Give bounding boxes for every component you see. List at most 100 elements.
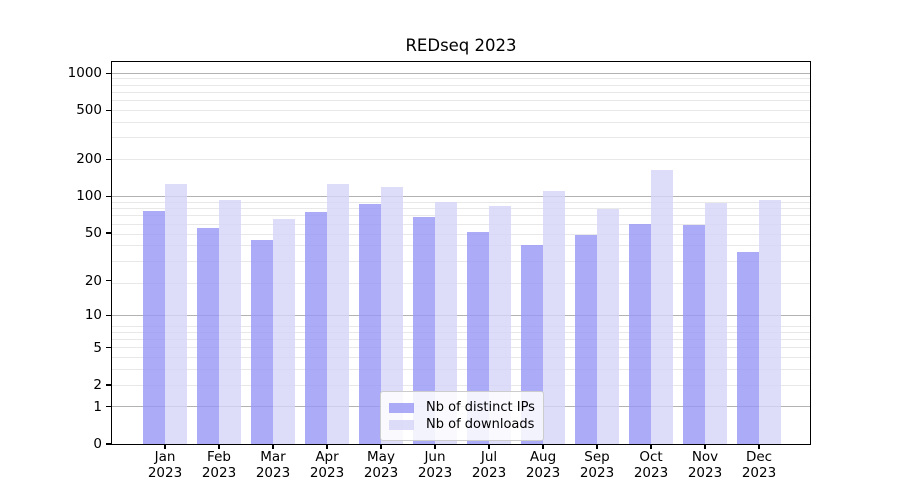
y-tick-label: 1000 <box>67 65 102 82</box>
y-tick-mark <box>106 443 111 445</box>
gridline-minor <box>112 260 810 262</box>
legend-label-downloads: Nb of downloads <box>426 417 535 432</box>
y-tick-label: 10 <box>84 307 102 324</box>
plot-area <box>111 61 811 445</box>
x-tick-label: Feb 2023 <box>201 449 237 481</box>
x-tick-label: Jan 2023 <box>147 449 183 481</box>
legend-swatch-downloads <box>389 419 414 430</box>
y-tick-mark <box>106 314 111 316</box>
legend-label-distinct-ips: Nb of distinct IPs <box>426 400 535 415</box>
y-tick-label: 100 <box>76 188 102 205</box>
legend-item-distinct-ips: Nb of distinct IPs <box>389 400 537 415</box>
bar-distinct-ips-jan <box>143 210 165 444</box>
y-tick-label: 5 <box>93 339 102 356</box>
y-tick-mark <box>106 406 111 408</box>
gridline-minor <box>112 100 810 102</box>
gridline-minor <box>112 137 810 139</box>
x-tick-mark <box>542 444 544 449</box>
gridline-minor <box>112 331 810 333</box>
legend-swatch-distinct-ips <box>389 402 414 413</box>
gridline-minor <box>112 78 810 80</box>
x-tick-mark <box>758 444 760 449</box>
gridline-minor <box>112 245 810 247</box>
x-tick-mark <box>488 444 490 449</box>
y-tick-mark <box>106 158 111 160</box>
gridline-minor <box>112 325 810 327</box>
y-tick-label: 1 <box>93 398 102 415</box>
x-tick-label: Sep 2023 <box>579 449 615 481</box>
bar-distinct-ips-mar <box>251 239 273 444</box>
gridline-minor <box>112 369 810 371</box>
y-tick-mark <box>106 279 111 282</box>
legend: Nb of distinct IPs Nb of downloads <box>380 391 544 441</box>
bar-downloads-sep <box>597 209 619 444</box>
y-tick-label: 20 <box>84 272 102 289</box>
bar-downloads-oct <box>651 170 673 444</box>
x-tick-label: Mar 2023 <box>255 449 291 481</box>
x-tick-mark <box>434 444 436 449</box>
gridline-major <box>112 72 810 74</box>
y-tick-label: 500 <box>76 102 102 119</box>
bar-distinct-ips-nov <box>683 225 705 444</box>
bar-downloads-jul <box>489 206 511 444</box>
bar-downloads-mar <box>273 219 295 444</box>
gridline-minor <box>112 357 810 359</box>
bar-distinct-ips-jun <box>413 216 435 444</box>
gridline-minor <box>112 282 810 284</box>
x-tick-mark <box>704 444 706 449</box>
bar-downloads-nov <box>705 203 727 444</box>
gridline-major <box>112 195 810 197</box>
bar-distinct-ips-dec <box>737 251 759 444</box>
y-tick-label: 0 <box>93 436 102 452</box>
gridline-minor <box>112 233 810 235</box>
bar-downloads-feb <box>219 199 241 444</box>
bar-distinct-ips-feb <box>197 227 219 444</box>
bar-distinct-ips-oct <box>629 224 651 444</box>
gridline-minor <box>112 159 810 161</box>
x-tick-label: Nov 2023 <box>687 449 723 481</box>
gridline-minor <box>112 91 810 93</box>
x-tick-label: Apr 2023 <box>309 449 345 481</box>
y-tick-label: 200 <box>76 151 102 168</box>
x-tick-mark <box>272 444 274 449</box>
x-tick-label: Jun 2023 <box>417 449 453 481</box>
gridline-minor <box>112 347 810 349</box>
x-tick-mark <box>164 444 166 449</box>
gridline-minor <box>112 215 810 217</box>
gridline-minor <box>112 208 810 210</box>
legend-item-downloads: Nb of downloads <box>389 417 537 432</box>
x-tick-label: Oct 2023 <box>633 449 669 481</box>
gridline-minor <box>112 223 810 225</box>
gridline-minor <box>112 339 810 341</box>
bar-distinct-ips-sep <box>575 235 597 444</box>
gridline-minor <box>112 84 810 86</box>
gridline-minor <box>112 121 810 123</box>
y-tick-mark <box>106 72 111 74</box>
x-tick-label: May 2023 <box>363 449 399 481</box>
x-tick-label: Aug 2023 <box>525 449 561 481</box>
y-tick-mark <box>106 109 111 111</box>
bar-downloads-aug <box>543 191 565 444</box>
x-tick-mark <box>218 444 220 449</box>
bar-downloads-dec <box>759 199 781 444</box>
bar-distinct-ips-may <box>359 203 381 444</box>
x-tick-mark <box>380 444 382 449</box>
y-tick-mark <box>106 384 111 386</box>
bar-distinct-ips-jul <box>467 231 489 444</box>
x-tick-mark <box>650 444 652 449</box>
y-tick-label: 2 <box>93 377 102 394</box>
gridline-minor <box>112 109 810 111</box>
y-tick-mark <box>106 347 111 349</box>
gridline-minor <box>112 384 810 386</box>
y-tick-mark <box>106 195 111 197</box>
gridline-major <box>112 314 810 316</box>
bar-downloads-jun <box>435 202 457 444</box>
y-tick-label: 50 <box>84 224 102 241</box>
x-tick-mark <box>596 444 598 449</box>
x-tick-label: Dec 2023 <box>741 449 777 481</box>
gridline-minor <box>112 201 810 203</box>
bar-downloads-apr <box>327 184 349 444</box>
bar-distinct-ips-apr <box>305 211 327 444</box>
bar-downloads-may <box>381 186 403 444</box>
